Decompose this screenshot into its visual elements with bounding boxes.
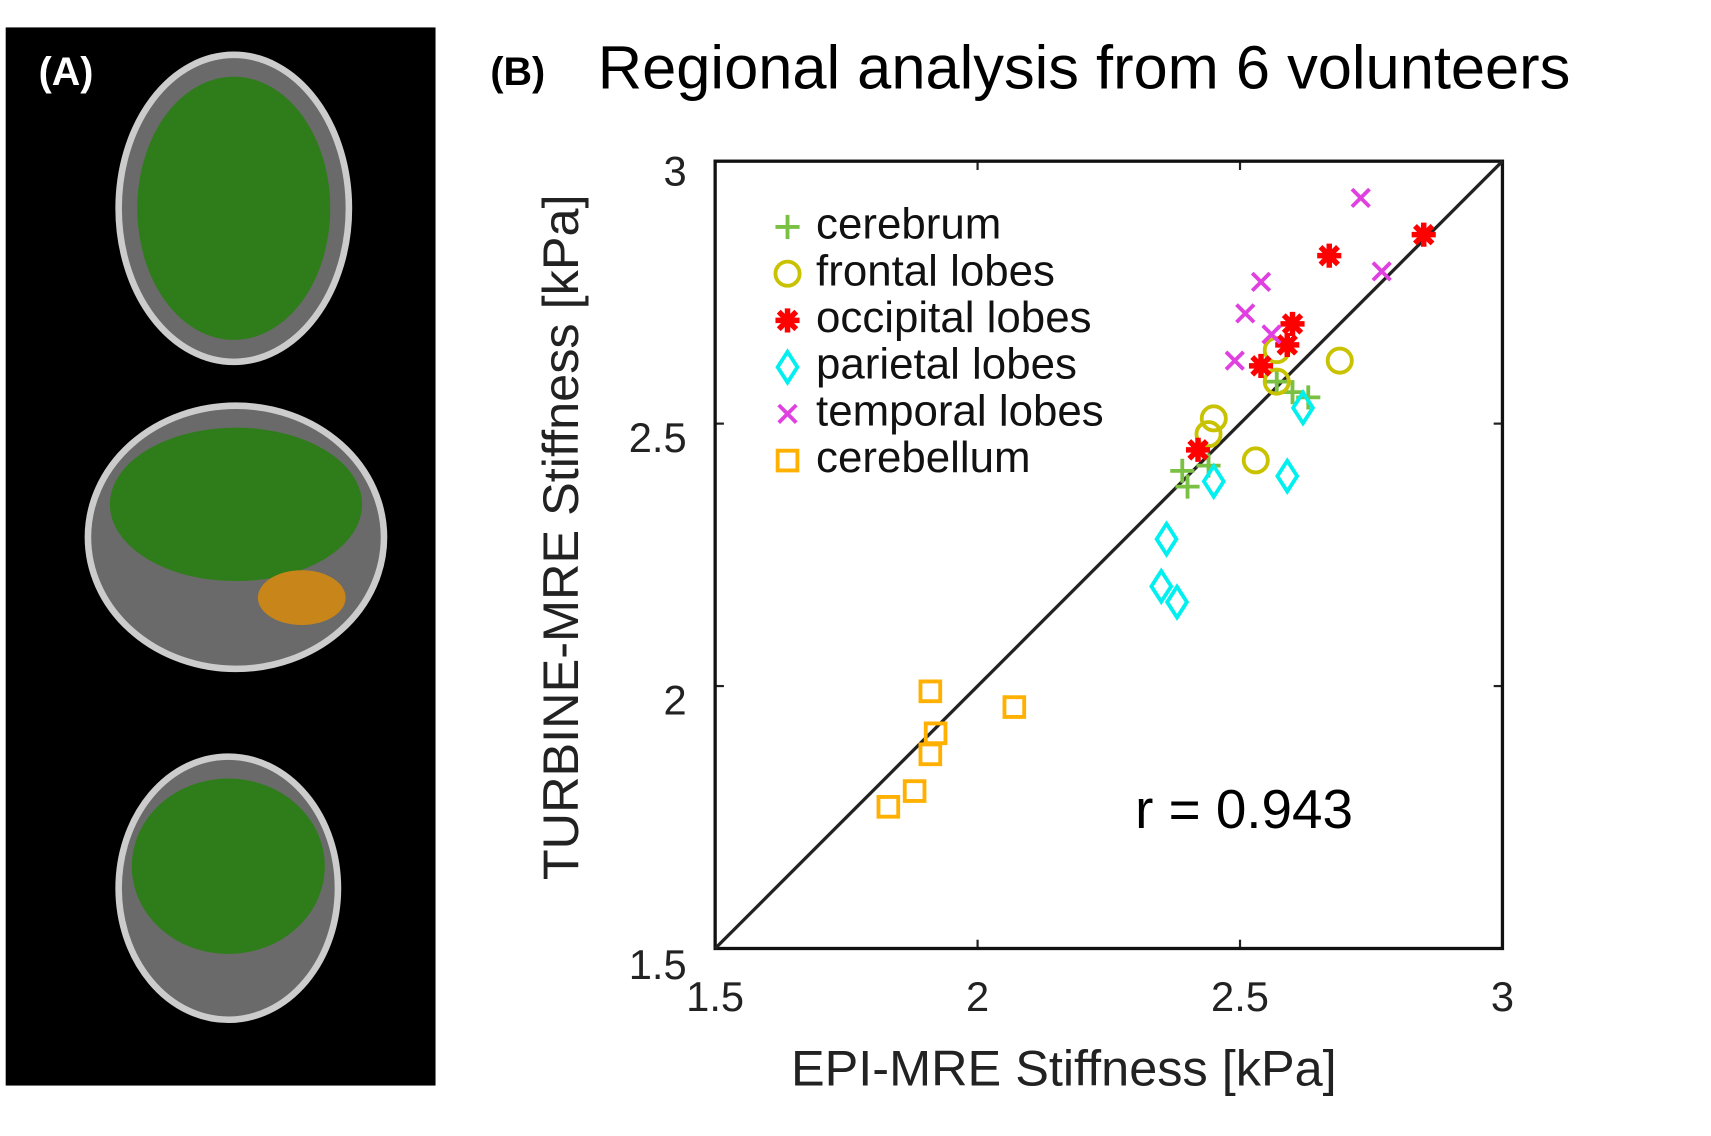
- point: [1175, 474, 1200, 499]
- identity-line: [713, 160, 1504, 950]
- chart-title: Regional analysis from 6 volunteers: [598, 34, 1571, 103]
- point: [1275, 457, 1300, 496]
- point: [1280, 311, 1305, 336]
- x-tick-label: 1.5: [686, 973, 744, 1020]
- y-tick-label: 2: [663, 677, 686, 724]
- point: [1224, 350, 1245, 371]
- point: [1317, 243, 1342, 268]
- x-axis-label: EPI-MRE Stiffness [kPa]: [791, 1040, 1337, 1097]
- legend-marker: [775, 214, 800, 240]
- point: [1371, 261, 1392, 282]
- y-tick-label: 1.5: [629, 941, 687, 988]
- point: [1002, 695, 1027, 719]
- point: [876, 794, 901, 819]
- plot-frame: [713, 159, 1505, 951]
- annotation: r = 0.943: [1135, 778, 1353, 840]
- legend-marker: [775, 348, 800, 387]
- panel-label: (A): [39, 50, 94, 94]
- axial-mask: [137, 76, 331, 340]
- brain-panel: (A): [5, 27, 436, 1086]
- legend-label: frontal lobes: [816, 246, 1055, 295]
- point: [918, 679, 943, 704]
- sagittal-mask: [109, 427, 363, 582]
- x-tick-label: 3: [1491, 973, 1514, 1020]
- point: [1290, 388, 1316, 427]
- panel-label: (B): [490, 50, 545, 94]
- point: [1154, 520, 1179, 558]
- point: [1241, 446, 1270, 475]
- x-tick-label: 2: [966, 973, 989, 1020]
- legend-label: cerebellum: [816, 433, 1031, 482]
- legend-label: parietal lobes: [816, 340, 1077, 389]
- legend-marker: [775, 448, 800, 473]
- point: [1411, 222, 1436, 247]
- point: [1275, 332, 1300, 357]
- point: [1201, 462, 1226, 501]
- point: [1248, 353, 1274, 378]
- point: [1325, 346, 1354, 375]
- point: [1185, 437, 1211, 462]
- point: [902, 779, 927, 803]
- y-tick-label: 2.5: [629, 414, 687, 461]
- point: [923, 721, 948, 746]
- legend-marker: [773, 259, 802, 288]
- coronal-mask: [131, 778, 325, 954]
- legend-label: occipital lobes: [816, 293, 1092, 342]
- point: [1264, 369, 1289, 394]
- y-axis-label: TURBINE-MRE Stiffness [kPa]: [532, 194, 589, 880]
- legend-marker: [777, 403, 798, 424]
- legend-label: cerebrum: [816, 200, 1001, 249]
- point: [1250, 271, 1272, 293]
- point: [1235, 303, 1256, 324]
- point: [1350, 187, 1371, 209]
- point: [1164, 583, 1190, 621]
- point: [1199, 404, 1228, 433]
- point: [1149, 567, 1174, 606]
- legend-label: temporal lobes: [816, 386, 1104, 435]
- point: [918, 742, 943, 767]
- point: [1170, 458, 1195, 483]
- cerebellum-mask: [257, 570, 346, 626]
- y-tick-label: 3: [663, 147, 686, 194]
- point: [1261, 324, 1282, 345]
- x-tick-label: 2.5: [1211, 973, 1269, 1020]
- legend-marker: [775, 308, 800, 333]
